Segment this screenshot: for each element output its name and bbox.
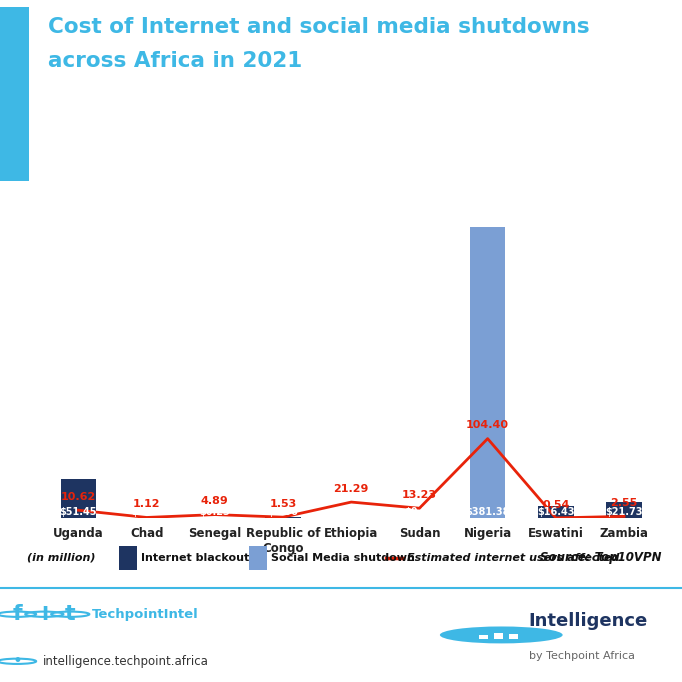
- Text: 21.29: 21.29: [333, 484, 369, 494]
- Bar: [606, 502, 642, 518]
- Text: (in million): (in million): [27, 552, 95, 563]
- Text: Cost of Internet and social media shutdowns: Cost of Internet and social media shutdo…: [48, 17, 589, 37]
- Text: 13.23: 13.23: [402, 490, 437, 500]
- Text: Social Media shutdown: Social Media shutdown: [271, 552, 415, 563]
- Bar: [470, 227, 505, 518]
- Bar: [61, 479, 96, 518]
- Text: $51.45: $51.45: [60, 507, 97, 517]
- Text: $1.02: $1.02: [336, 507, 367, 517]
- Text: Estimated internet users affected: Estimated internet users affected: [407, 552, 619, 563]
- Text: $1.56: $1.56: [267, 507, 299, 517]
- Text: $0.23: $0.23: [199, 507, 231, 517]
- Text: I: I: [41, 605, 48, 624]
- Bar: [509, 634, 518, 639]
- Text: •: •: [12, 652, 22, 670]
- Text: 0.54: 0.54: [542, 500, 569, 509]
- Text: $0.93: $0.93: [131, 507, 162, 517]
- Text: 2.55: 2.55: [610, 498, 638, 508]
- Bar: [494, 633, 503, 639]
- Text: t: t: [65, 604, 76, 624]
- Bar: [538, 506, 574, 518]
- Text: 104.40: 104.40: [466, 420, 509, 430]
- Text: $16.43: $16.43: [537, 507, 574, 517]
- Text: $21.73: $21.73: [606, 507, 642, 517]
- Text: intelligence.techpoint.africa: intelligence.techpoint.africa: [43, 655, 209, 668]
- Text: across Africa in 2021: across Africa in 2021: [48, 51, 302, 71]
- Circle shape: [440, 627, 563, 643]
- Text: 1.53: 1.53: [269, 499, 297, 509]
- Text: Internet blackout: Internet blackout: [140, 552, 249, 563]
- Text: Source: Top10VPN: Source: Top10VPN: [540, 550, 662, 564]
- Text: by Techpoint Africa: by Techpoint Africa: [529, 651, 634, 661]
- Text: $0.13: $0.13: [404, 507, 435, 517]
- Text: $381.38: $381.38: [465, 507, 510, 517]
- Text: 4.89: 4.89: [201, 496, 228, 506]
- Bar: [479, 635, 488, 639]
- Bar: [119, 546, 137, 569]
- Text: f: f: [12, 604, 22, 624]
- Text: Intelligence: Intelligence: [529, 612, 648, 629]
- Text: 10.62: 10.62: [61, 492, 96, 502]
- Text: TechpointIntel: TechpointIntel: [92, 608, 199, 621]
- Bar: [265, 517, 301, 518]
- Text: 1.12: 1.12: [133, 499, 160, 509]
- Bar: [250, 546, 267, 569]
